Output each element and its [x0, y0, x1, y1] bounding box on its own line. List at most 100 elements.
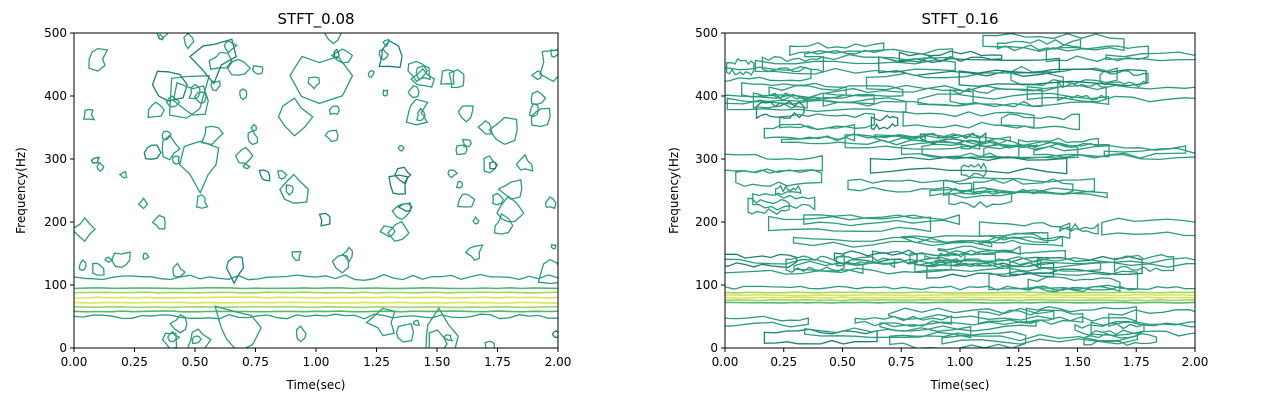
x-axis-label: Time(sec) — [930, 378, 990, 392]
chart-title: STFT_0.08 — [277, 10, 354, 29]
band-contour-line — [725, 293, 1195, 297]
noise-contour — [900, 140, 1079, 160]
noise-contour — [225, 256, 245, 285]
noise-contour — [1010, 65, 1118, 87]
x-tick-label: 1.75 — [484, 355, 511, 369]
noise-contour — [747, 197, 790, 215]
x-tick-label: 0.00 — [712, 355, 739, 369]
noise-contour — [242, 163, 251, 169]
noise-contour — [183, 33, 195, 50]
noise-contour — [407, 60, 429, 83]
noise-contour — [226, 58, 252, 76]
noise-contour — [234, 146, 254, 165]
noise-contour — [382, 89, 389, 97]
noise-contour — [307, 76, 321, 90]
band-contour-line — [74, 310, 558, 313]
noise-contour — [258, 169, 271, 182]
noise-contour — [464, 244, 484, 261]
noise-contour — [1083, 332, 1158, 347]
noise-contour — [455, 180, 464, 189]
noise-boundary-contour — [74, 313, 558, 320]
noise-contour — [188, 38, 237, 85]
y-tick-label: 400 — [695, 89, 718, 103]
band-contour-line — [725, 291, 1195, 294]
x-tick-label: 2.00 — [545, 355, 572, 369]
noise-contour — [909, 249, 1066, 264]
x-axis-label: Time(sec) — [286, 378, 346, 392]
noise-contour — [187, 328, 212, 348]
noise-contour — [188, 83, 201, 100]
noise-contour — [397, 144, 405, 152]
x-tick-label: 1.50 — [1064, 355, 1091, 369]
contour-lines — [74, 33, 558, 348]
band-contour-line — [74, 301, 558, 304]
noise-contour — [331, 254, 350, 274]
noise-contour — [948, 187, 1013, 209]
noise-contour — [82, 108, 96, 121]
noise-contour — [484, 340, 495, 348]
noise-contour — [835, 256, 896, 269]
noise-contour — [172, 81, 209, 116]
noise-contour — [726, 57, 755, 77]
noise-contour — [214, 305, 262, 348]
x-tick-label: 1.50 — [424, 355, 451, 369]
noise-contour — [934, 258, 1042, 270]
noise-contour — [161, 130, 172, 141]
noise-contour — [156, 33, 169, 41]
noise-contour — [960, 139, 1038, 150]
noise-contour — [425, 306, 459, 348]
noise-contour — [379, 225, 396, 238]
noise-contour — [914, 261, 1102, 273]
noise-contour — [171, 155, 181, 165]
noise-contour — [74, 216, 97, 243]
noise-contour — [291, 250, 302, 261]
noise-contour — [763, 328, 878, 345]
noise-contour — [330, 48, 354, 64]
noise-contour — [193, 91, 207, 105]
noise-contour — [169, 313, 188, 334]
noise-contour — [378, 48, 390, 61]
noise-contour — [496, 195, 525, 223]
noise-contour — [168, 75, 210, 119]
noise-contour — [1027, 276, 1121, 293]
noise-contour — [550, 243, 557, 250]
noise-contour — [200, 125, 224, 146]
y-axis-label: Frequency(Hz) — [667, 147, 681, 234]
noise-contour — [761, 55, 825, 73]
noise-contour — [104, 256, 114, 263]
y-tick-label: 0 — [710, 341, 718, 355]
noise-contour — [879, 321, 1037, 332]
noise-contour — [90, 156, 101, 164]
noise-contour — [88, 47, 109, 72]
noise-contour — [378, 39, 403, 69]
band-contour-line — [725, 301, 1195, 304]
noise-contour — [251, 65, 264, 75]
noise-contour — [929, 187, 1108, 199]
noise-contour — [440, 69, 455, 85]
noise-contour — [1026, 84, 1195, 103]
noise-contour — [725, 65, 812, 82]
noise-contour — [869, 155, 1068, 175]
noise-contour — [941, 334, 1139, 345]
noise-contour — [978, 235, 1064, 247]
noise-contour — [763, 123, 856, 142]
y-tick-label: 400 — [44, 89, 67, 103]
noise-contour — [78, 259, 87, 272]
y-tick-label: 200 — [44, 215, 67, 229]
noise-contour — [285, 184, 294, 196]
noise-contour — [537, 258, 558, 285]
noise-contour — [277, 97, 314, 137]
x-axis: 0.00 0.25 0.50 0.75 1.00 1.25 1.50 1.75 2.00 — [712, 348, 1208, 369]
x-tick-label: 1.25 — [363, 355, 390, 369]
noise-contour — [902, 110, 1035, 129]
x-tick-label: 0.75 — [242, 355, 269, 369]
noise-contour — [530, 90, 547, 105]
noise-contour — [725, 153, 823, 174]
y-tick-label: 300 — [695, 152, 718, 166]
noise-contour — [328, 105, 341, 116]
noise-contour — [161, 134, 181, 161]
noise-contour — [324, 33, 342, 45]
y-tick-label: 100 — [695, 278, 718, 292]
noise-contour — [833, 249, 918, 265]
